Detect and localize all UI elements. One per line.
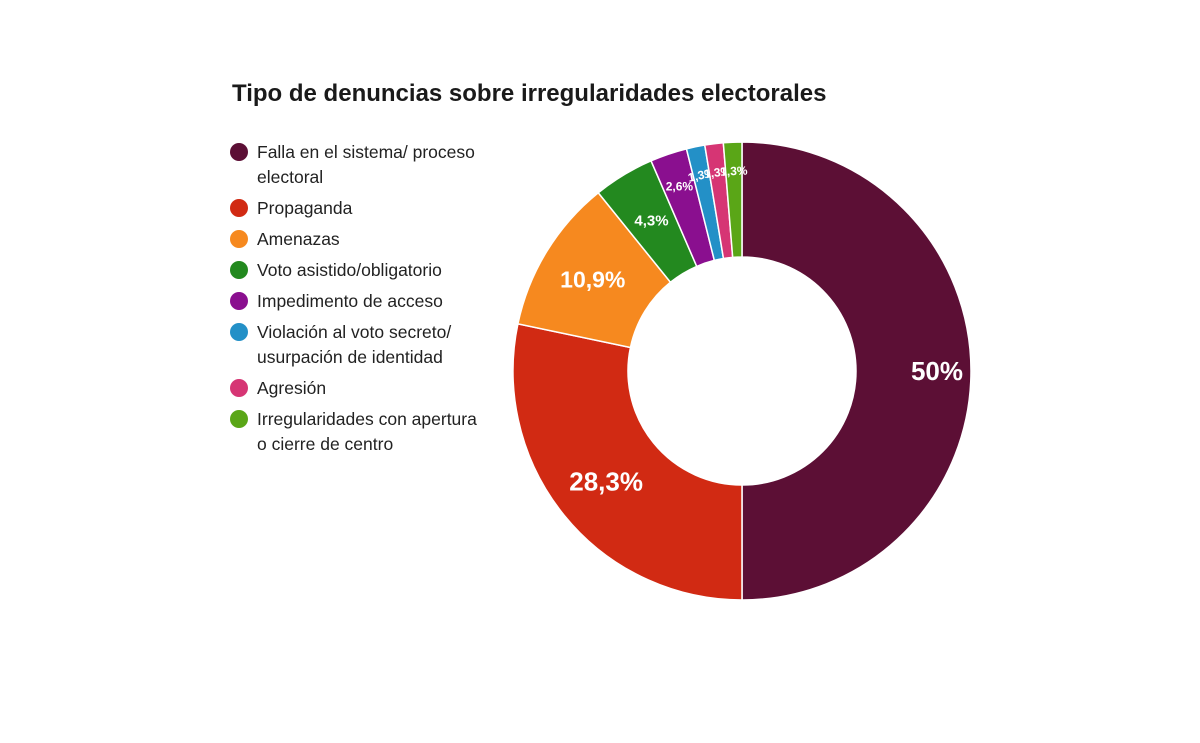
legend-label: Violación al voto secreto/ usurpación de… [257,322,452,367]
legend-label: Falla en el sistema/ proceso electoral [257,142,475,187]
legend-swatch [230,379,248,397]
legend-swatch [230,143,248,161]
slice-data-label: 1,3% [720,164,748,179]
donut-slice [741,141,972,601]
legend-swatch [230,323,248,341]
slice-data-label: 2,6% [666,179,694,193]
legend-item: Propaganda [230,196,490,221]
legend-swatch [230,410,248,428]
slice-data-label: 10,9% [560,267,625,293]
legend-label: Propaganda [257,198,353,218]
legend-label: Impedimento de acceso [257,291,443,311]
legend-swatch [230,199,248,217]
legend-swatch [230,230,248,248]
donut-slice [722,141,743,259]
slice-data-label: 4,3% [634,213,668,230]
donut-slice [512,322,743,601]
slice-data-label: 50% [911,356,963,386]
legend-swatch [230,261,248,279]
legend-label: Voto asistido/obligatorio [257,260,442,280]
slice-data-label: 28,3% [569,466,643,496]
legend-item: Agresión [230,376,490,401]
legend-swatch [230,292,248,310]
legend-label: Amenazas [257,229,340,249]
legend-label: Irregularidades con apertura o cierre de… [257,409,477,454]
legend-label: Agresión [257,378,327,398]
legend-item: Amenazas [230,227,490,252]
chart-title: Tipo de denuncias sobre irregularidades … [232,80,827,107]
legend-item: Irregularidades con apertura o cierre de… [230,407,490,457]
legend-item: Voto asistido/obligatorio [230,258,490,283]
legend-item: Falla en el sistema/ proceso electoral [230,140,490,190]
chart-legend: Falla en el sistema/ proceso electoral Pr… [230,140,490,463]
legend-item: Violación al voto secreto/ usurpación de… [230,320,490,370]
legend-item: Impedimento de acceso [230,289,490,314]
